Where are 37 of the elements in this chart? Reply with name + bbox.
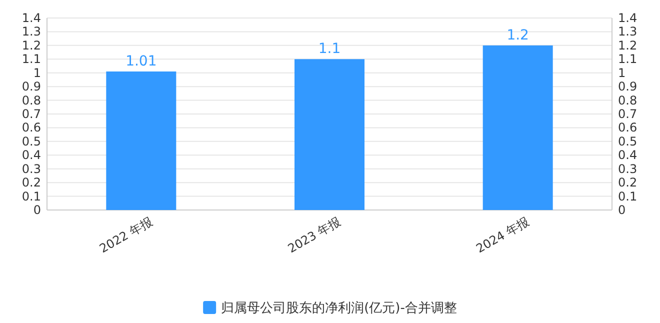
y-tick-label: 1.1 <box>22 52 41 66</box>
y-tick-label: 0.1 <box>22 189 41 204</box>
y2-tick-label: 0.5 <box>618 134 638 148</box>
bar <box>106 71 176 210</box>
y-tick-label: 0.5 <box>22 134 41 148</box>
y2-tick-label: 0.1 <box>618 189 638 204</box>
y2-tick-label: 0 <box>618 203 626 217</box>
y-tick-label: 0.7 <box>22 107 41 121</box>
bar <box>482 45 553 210</box>
data-label: 1.2 <box>506 27 529 44</box>
y-tick-label: 0.6 <box>22 120 41 135</box>
y-tick-label: 0.8 <box>22 93 41 108</box>
y2-tick-label: 0.7 <box>618 107 638 121</box>
y2-tick-label: 0.8 <box>618 93 638 108</box>
y-tick-label: 0.2 <box>22 176 41 190</box>
y-tick-label: 1.4 <box>22 11 41 25</box>
y2-tick-label: 1.3 <box>618 24 638 39</box>
y2-tick-label: 0.2 <box>618 176 638 190</box>
legend-label: 归属母公司股东的净利润(亿元)-合并调整 <box>221 301 457 316</box>
y2-tick-label: 0.6 <box>618 120 638 135</box>
y-tick-label: 0.3 <box>22 162 41 176</box>
y-tick-label: 0.9 <box>22 80 41 94</box>
data-label: 1.01 <box>126 53 157 70</box>
data-label: 1.1 <box>318 41 341 58</box>
y2-tick-label: 1 <box>618 66 626 80</box>
y2-tick-label: 0.3 <box>618 162 638 176</box>
y2-tick-label: 0.9 <box>618 80 638 94</box>
y-tick-label: 0.4 <box>22 148 41 162</box>
y2-tick-label: 1.1 <box>618 52 638 66</box>
y-tick-label: 1.3 <box>22 24 41 39</box>
y2-tick-label: 1.2 <box>618 38 638 52</box>
y-tick-label: 1.2 <box>22 38 41 52</box>
y-tick-label: 1 <box>33 66 41 80</box>
y-tick-label: 0 <box>33 203 41 217</box>
y2-tick-label: 0.4 <box>618 148 638 162</box>
bar <box>294 59 364 210</box>
y2-tick-label: 1.4 <box>618 11 638 25</box>
